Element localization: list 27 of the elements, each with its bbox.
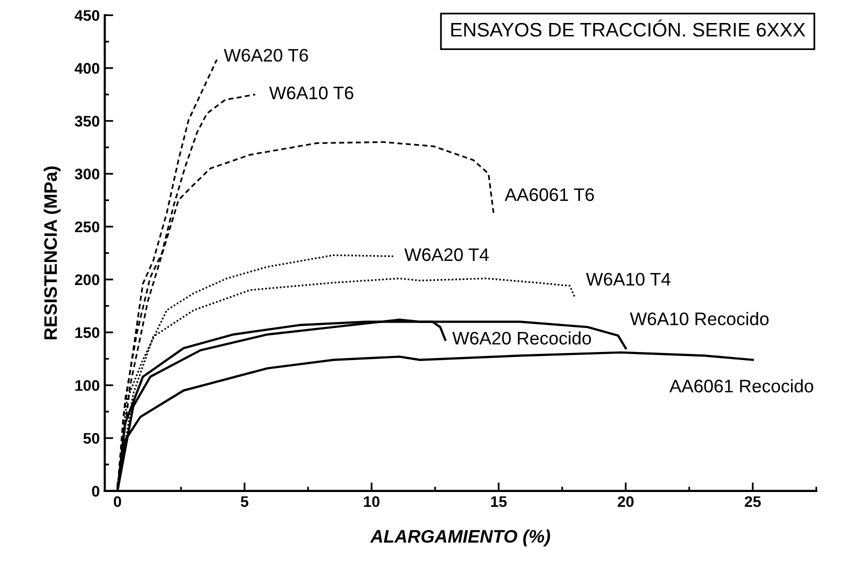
x-tick-label: 20 <box>618 496 634 508</box>
series-label: AA6061 T6 <box>504 188 594 202</box>
y-tick-label: 250 <box>74 222 100 232</box>
chart-title: ENSAYOS DE TRACCIÓN. SERIE 6XXX <box>451 20 806 37</box>
x-tick-label: 15 <box>491 496 507 508</box>
x-tick-label: 10 <box>364 496 380 508</box>
y-tick-label: 350 <box>74 116 100 127</box>
y-tick-label: 450 <box>74 10 100 21</box>
y-tick-label: 300 <box>74 168 100 180</box>
x-tick-label: 25 <box>744 496 761 508</box>
series-label: W6A20 T6 <box>224 48 308 62</box>
series-label: W6A10 T6 <box>269 86 354 100</box>
series-label: W6A20 T4 <box>404 248 489 262</box>
y-tick-label: 150 <box>75 327 100 338</box>
y-axis-title: RESISTENCIA (MPa) <box>44 166 61 340</box>
x-tick-label: 0 <box>114 496 122 508</box>
x-axis-title: ALARGAMIENTO (%) <box>370 529 550 546</box>
series-label: W6A10 Recocido <box>630 312 769 326</box>
y-tick-label: 100 <box>75 380 100 391</box>
y-tick-label: 400 <box>74 62 100 74</box>
y-tick-label: 0 <box>92 486 100 497</box>
series-label: W6A20 Recocido <box>452 331 591 345</box>
y-tick-label: 200 <box>74 274 100 286</box>
series-label: W6A10 T4 <box>586 272 670 286</box>
x-tick-label: 5 <box>240 496 248 508</box>
y-tick-label: 50 <box>83 432 100 444</box>
series-label: AA6061 Recocido <box>669 379 814 392</box>
